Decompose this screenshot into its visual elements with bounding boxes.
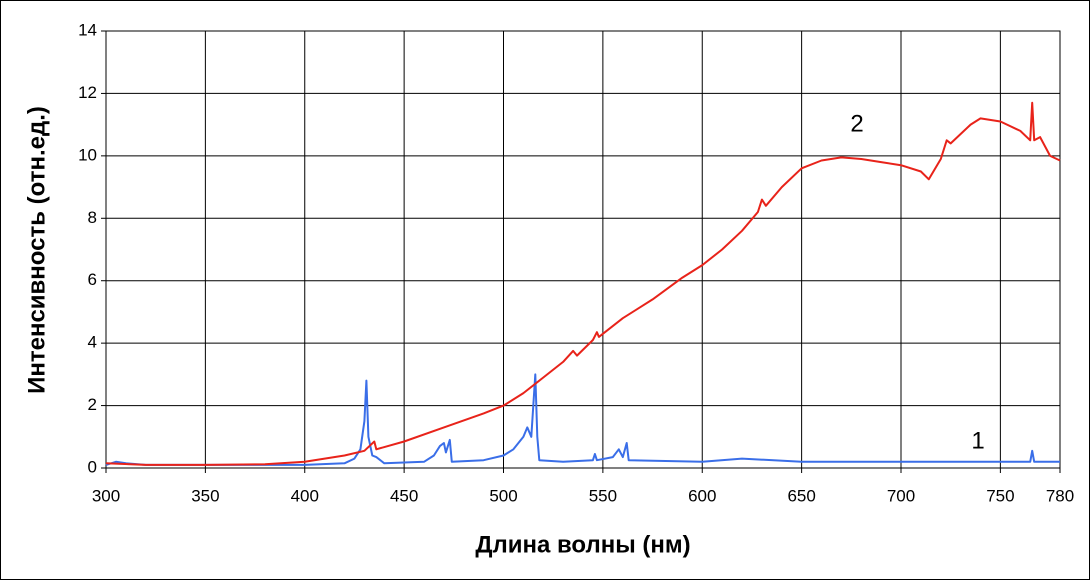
- x-tick-label: 500: [489, 486, 517, 505]
- y-tick-label: 12: [78, 83, 97, 102]
- series-line: [105, 101, 1061, 466]
- y-tick-label: 0: [88, 457, 97, 476]
- y-tick-label: 14: [78, 20, 97, 39]
- y-tick-label: 8: [88, 208, 97, 227]
- x-tick-label: 550: [589, 486, 617, 505]
- x-tick-label: 350: [191, 486, 219, 505]
- x-tick-label: 400: [291, 486, 319, 505]
- x-tick-label: 750: [986, 486, 1014, 505]
- x-tick-label: 300: [92, 486, 120, 505]
- y-axis-title: Интенсивность (отн.ед.): [23, 106, 50, 394]
- y-tick-label: 4: [88, 333, 97, 352]
- y-tick-label: 10: [78, 145, 97, 164]
- x-tick-label: 450: [390, 486, 418, 505]
- x-tick-label: 600: [688, 486, 716, 505]
- plot-area: [105, 30, 1061, 469]
- series-line: [105, 373, 1060, 466]
- series-label: 1: [971, 427, 984, 454]
- y-tick-label: 6: [88, 270, 97, 289]
- x-axis-title: Длина волны (нм): [475, 531, 690, 558]
- x-tick-label: 780: [1046, 486, 1074, 505]
- y-tick-label: 2: [88, 395, 97, 414]
- x-tick-label: 650: [787, 486, 815, 505]
- series-label: 2: [850, 110, 863, 137]
- x-tick-label: 700: [887, 486, 915, 505]
